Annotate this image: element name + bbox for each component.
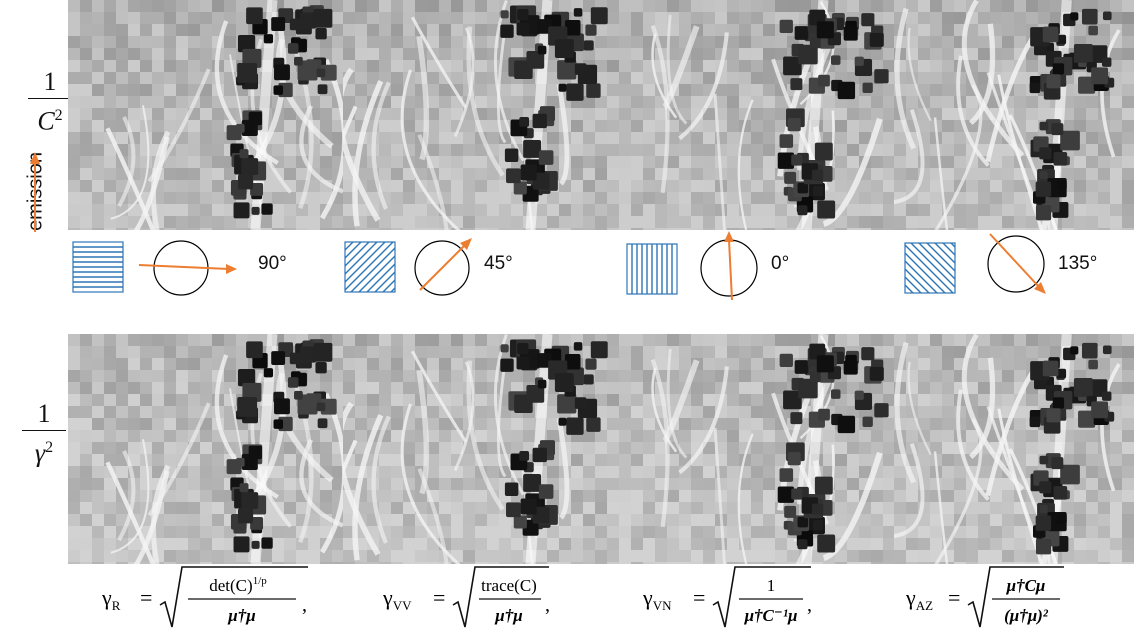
top-row-label-numerator: 1: [43, 67, 57, 96]
bottom-row-label: 1 γ2: [22, 400, 66, 469]
svg-text:=: =: [948, 585, 960, 610]
bottom-row-label-denominator: γ: [34, 438, 46, 468]
formula-vn-num: 1: [767, 576, 776, 595]
formula-r-num: det(C): [209, 576, 252, 595]
top-row-label-exponent: 2: [54, 107, 63, 124]
image-bottom-r: [68, 334, 352, 564]
hatch-vertical-icon: [626, 243, 678, 295]
hatch-horizontal-icon: [72, 241, 124, 293]
formula-r-num-sup: 1/p: [253, 575, 268, 587]
image-bottom-az: [894, 334, 1134, 564]
polarization-45-icon: [414, 238, 472, 296]
polarization-90-icon: [138, 240, 237, 296]
svg-text:γAZ: γAZ: [905, 585, 933, 613]
formula-r-trail: ,: [302, 594, 307, 616]
angle-label-135: 135°: [1058, 253, 1098, 274]
formula-vn-den: μ†C⁻¹μ: [744, 606, 798, 625]
formula-vn: γVN = 1 μ†C⁻¹μ ,: [641, 565, 841, 633]
angle-label-45: 45°: [484, 253, 513, 274]
svg-text:det(C)1/p: det(C)1/p: [209, 575, 267, 595]
formula-r: γR = det(C)1/p μ†μ ,: [100, 565, 320, 633]
svg-text:γVV: γVV: [382, 585, 412, 613]
image-bottom-vn: [619, 334, 903, 564]
formula-az: γAZ = μ†Cμ (μ†μ)²: [904, 565, 1084, 633]
image-top-90: [68, 0, 352, 230]
hatch-antidiagonal-icon: [904, 242, 956, 294]
formula-vv-trail: ,: [545, 594, 550, 616]
hatch-diagonal-icon: [344, 241, 396, 293]
top-row-label: 1 C2: [28, 68, 72, 137]
bottom-row-label-exponent: 2: [45, 439, 54, 456]
formula-r-sub: R: [112, 598, 121, 613]
formula-az-num: μ†Cμ: [1006, 576, 1046, 595]
svg-text:=: =: [693, 585, 705, 610]
formula-vv-num: trace(C): [481, 576, 537, 595]
polarization-135-icon: [987, 233, 1046, 294]
image-top-0: [619, 0, 903, 230]
formula-vn-trail: ,: [807, 594, 812, 616]
angle-label-90: 90°: [258, 253, 287, 274]
top-row-label-denominator: C: [37, 106, 55, 136]
formula-vv: γVV = trace(C) μ†μ ,: [381, 565, 581, 633]
angle-label-0: 0°: [771, 253, 790, 274]
formula-az-sub: AZ: [916, 598, 933, 613]
formula-vn-sub: VN: [653, 598, 672, 613]
svg-text:=: =: [140, 585, 152, 610]
image-bottom-vv: [343, 334, 627, 564]
svg-text:=: =: [433, 585, 445, 610]
formula-vv-den: μ†μ: [494, 606, 522, 625]
formula-az-den: (μ†μ)²: [1004, 606, 1049, 625]
formula-r-den: μ†μ: [227, 606, 255, 625]
image-top-45: [343, 0, 627, 230]
emission-arrow-icon: [30, 152, 40, 232]
bottom-row-label-numerator: 1: [37, 399, 51, 428]
image-top-135: [894, 0, 1134, 230]
formula-r-symbol: γR: [101, 585, 121, 613]
polarization-0-icon: [700, 231, 758, 301]
svg-text:γVN: γVN: [642, 585, 672, 613]
formula-vv-sub: VV: [393, 598, 412, 613]
